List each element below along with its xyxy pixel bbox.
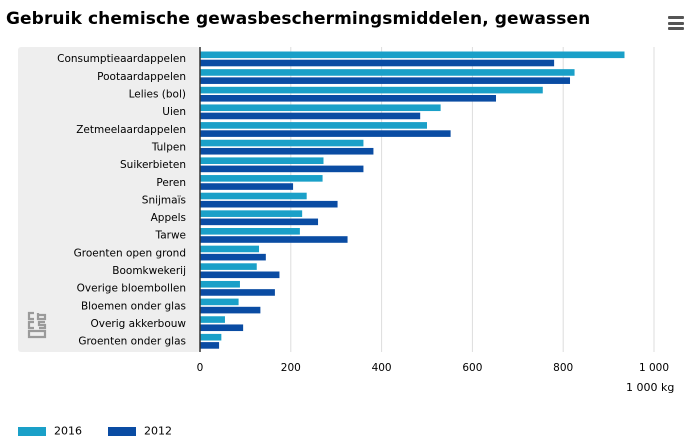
bar-2016 — [200, 263, 257, 270]
x-tick-label: 400 — [372, 362, 392, 374]
bar-2016 — [200, 122, 427, 129]
bar-2012 — [200, 112, 421, 120]
category-label: Groenten onder glas — [78, 336, 186, 348]
bar-2012 — [200, 200, 338, 208]
menu-line — [668, 21, 684, 25]
menu-line — [668, 27, 684, 30]
category-label: Appels — [151, 212, 186, 224]
x-axis-unit-label: 1 000 kg — [626, 381, 675, 394]
category-label-panel — [18, 47, 200, 352]
bar-2012 — [200, 59, 555, 67]
x-tick-label: 0 — [197, 362, 204, 374]
bar-2012 — [200, 130, 451, 137]
cbs-logo-icon — [26, 311, 48, 343]
category-label: Groenten open grond — [74, 247, 186, 259]
bar-2016 — [200, 86, 543, 94]
bar-2016 — [200, 51, 625, 59]
category-label: Tarwe — [155, 230, 186, 242]
bar-2016 — [200, 298, 239, 306]
category-label: Overig akkerbouw — [90, 318, 186, 330]
category-label: Pootaardappelen — [97, 71, 186, 83]
category-label: Peren — [156, 177, 186, 189]
menu-line — [668, 16, 684, 19]
x-tick-label: 200 — [281, 362, 301, 374]
bar-2016 — [200, 228, 300, 235]
x-tick-label: 600 — [462, 362, 482, 374]
bar-2016 — [200, 139, 364, 147]
category-label: Consumptieaardappelen — [57, 53, 186, 65]
legend-item-2012[interactable]: 2012 — [108, 424, 172, 438]
bar-2012 — [200, 342, 220, 349]
category-label: Snijmaïs — [142, 194, 186, 206]
category-labels: Consumptieaardappelen Pootaardappelen Leli… — [57, 53, 186, 347]
bar-2016 — [200, 69, 575, 76]
legend-item-2016[interactable]: 2016 — [18, 424, 82, 438]
category-label: Tulpen — [151, 141, 186, 153]
bar-2016 — [200, 210, 303, 217]
bar-2016 — [200, 175, 323, 182]
category-label: Zetmeelaardappelen — [76, 124, 186, 136]
bar-2016 — [200, 157, 324, 164]
bar-2012 — [200, 183, 294, 190]
x-tick-label: 1 000 — [639, 362, 669, 374]
category-label: Suikerbieten — [120, 159, 186, 171]
bar-2016 — [200, 316, 225, 323]
chart-title: Gebruik chemische gewasbeschermingsmidde… — [6, 9, 591, 29]
x-tick-labels: 0 200 400 600 800 1 000 — [197, 362, 669, 374]
legend-swatch-2016 — [18, 426, 46, 436]
category-label: Uien — [162, 106, 186, 118]
bar-2012 — [200, 95, 497, 102]
bar-2012 — [200, 77, 571, 84]
bar-2012 — [200, 306, 261, 314]
bar-2012 — [200, 147, 374, 155]
category-label: Boomkwekerij — [112, 265, 186, 277]
legend-label-2012: 2012 — [144, 424, 172, 438]
bar-2016 — [200, 245, 260, 253]
hamburger-menu-icon[interactable] — [668, 16, 684, 30]
category-label: Overige bloembollen — [77, 283, 186, 295]
bar-2012 — [200, 289, 275, 296]
bar-2012 — [200, 236, 348, 243]
bar-2012 — [200, 218, 319, 226]
bars — [200, 51, 625, 349]
bar-2012 — [200, 253, 266, 261]
legend-label-2016: 2016 — [54, 424, 82, 438]
legend-swatch-2012 — [108, 426, 136, 436]
category-label: Lelies (bol) — [129, 89, 186, 101]
bar-2016 — [200, 192, 307, 200]
x-tick-label: 800 — [553, 362, 573, 374]
category-label: Bloemen onder glas — [81, 300, 186, 312]
bar-2012 — [200, 271, 280, 279]
bar-2012 — [200, 165, 364, 173]
bar-2016 — [200, 280, 240, 288]
bar-2016 — [200, 333, 222, 341]
bar-2012 — [200, 324, 244, 332]
bar-2016 — [200, 104, 441, 112]
